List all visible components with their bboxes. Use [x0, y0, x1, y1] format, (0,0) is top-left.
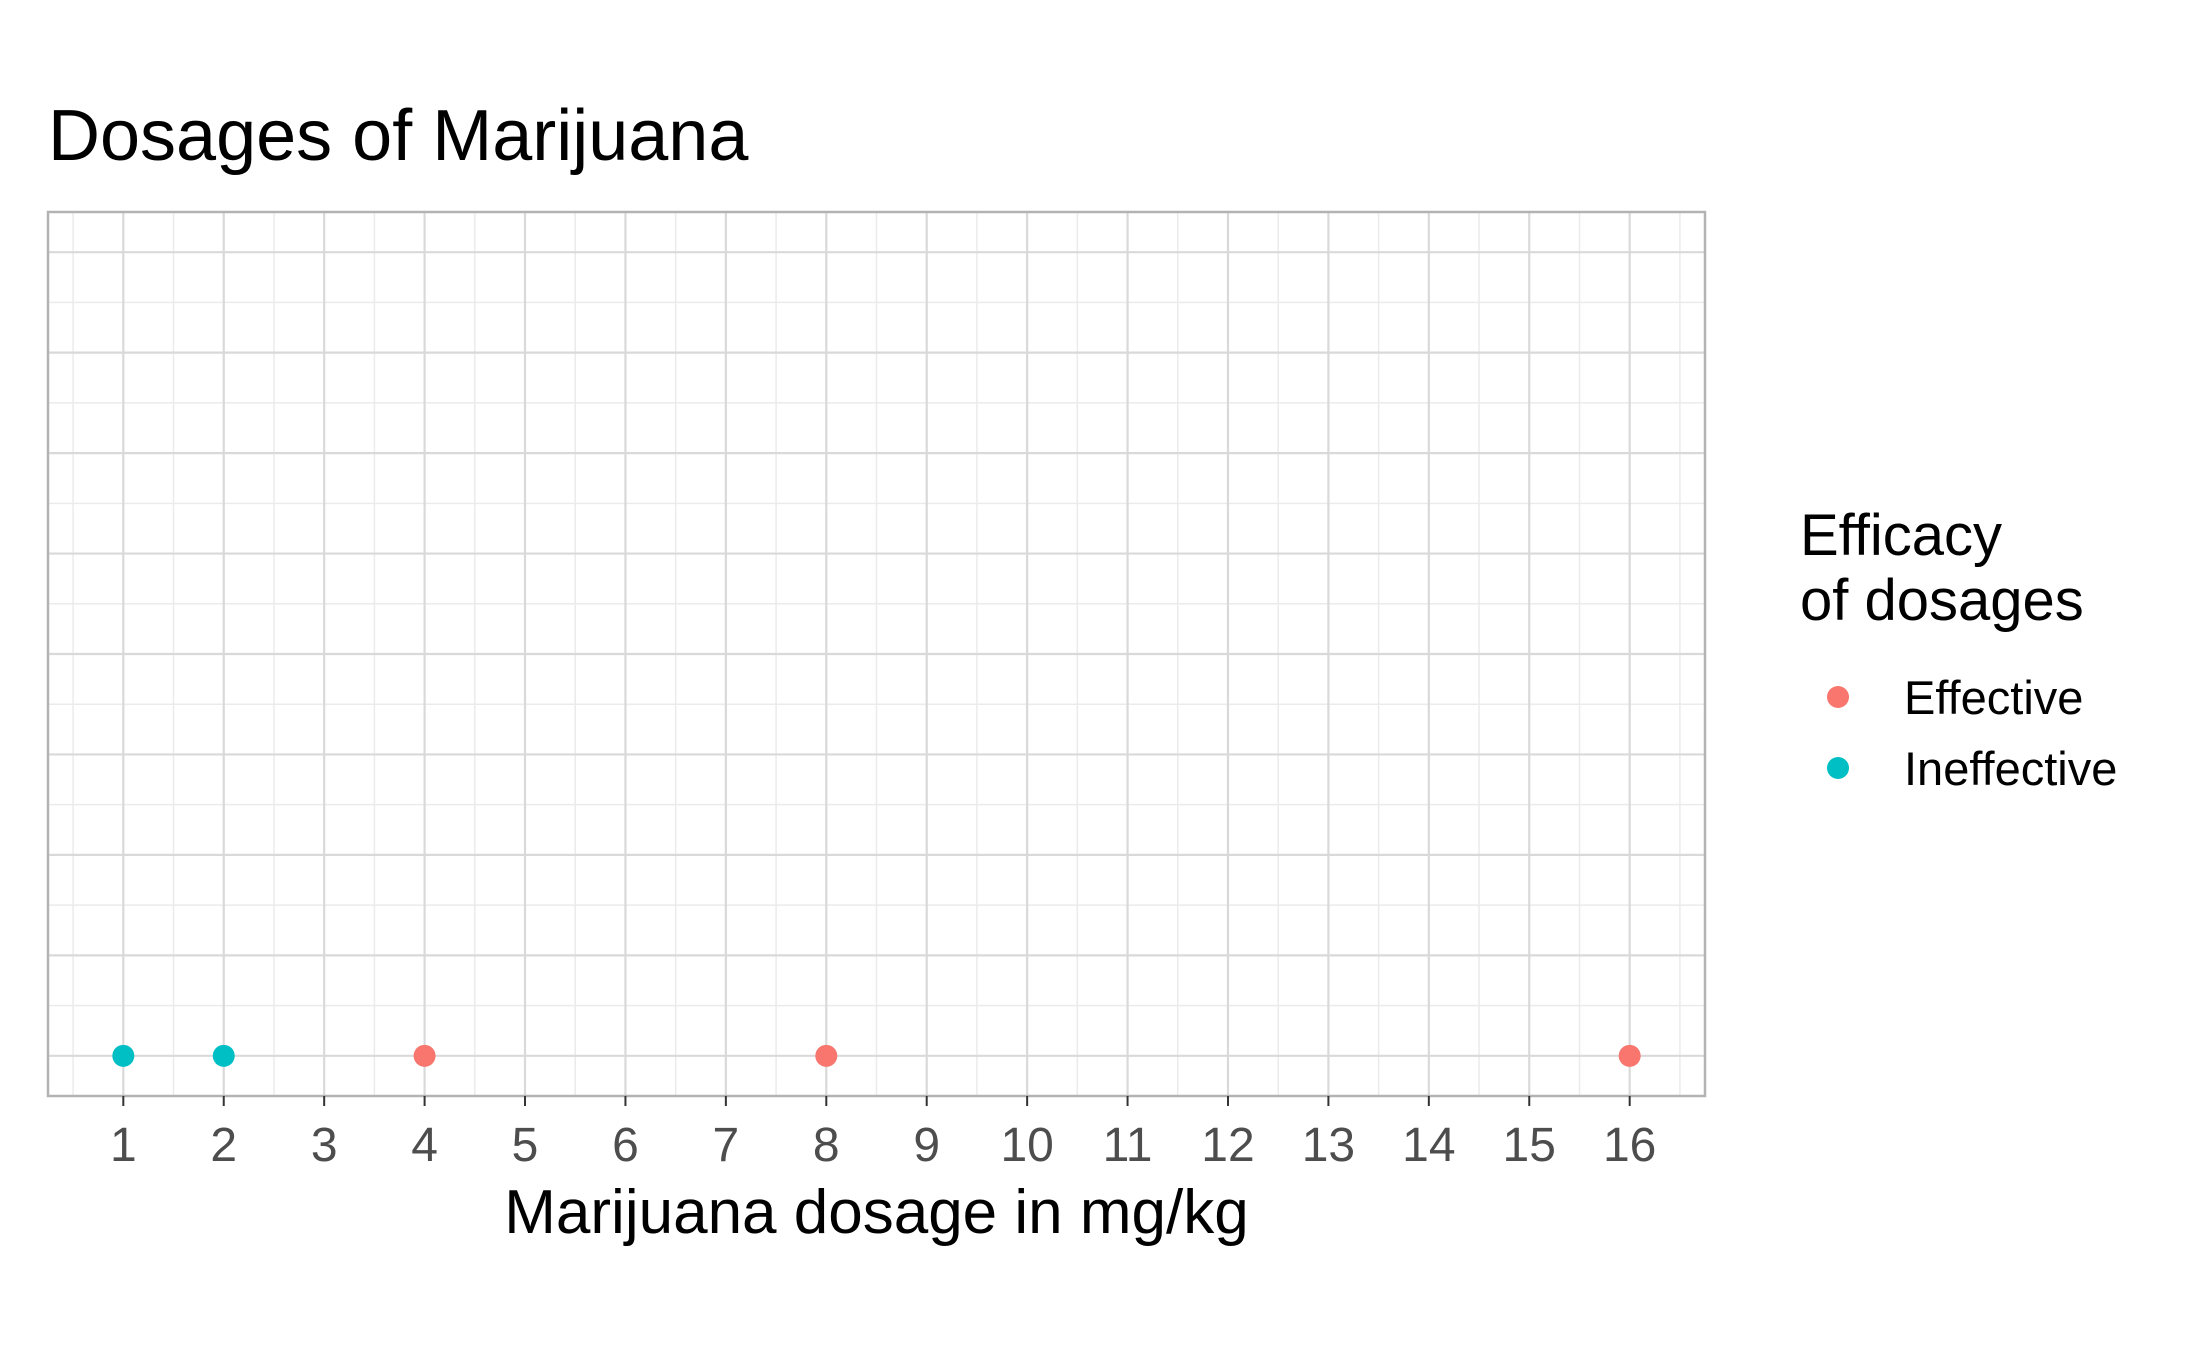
grid: [48, 212, 1705, 1096]
legend-entries: Effective Ineffective: [1827, 671, 2117, 795]
data-point-ineffective: [212, 1044, 235, 1067]
x-tick-label: 2: [210, 1119, 237, 1172]
x-axis: 1 2 3 4 5 6 7 8 9 10 11 12 13 14 15 16: [110, 1096, 1656, 1172]
plot-panel-border: [46, 210, 1707, 1098]
data-point-effective: [815, 1044, 838, 1067]
x-tick-label: 15: [1503, 1119, 1556, 1172]
x-tick-label: 7: [713, 1119, 740, 1172]
legend-title-line-2: of dosages: [1800, 568, 2084, 633]
legend-label-ineffective: Ineffective: [1904, 742, 2117, 795]
data-point-ineffective: [112, 1044, 135, 1067]
x-axis-title: Marijuana dosage in mg/kg: [504, 1178, 1248, 1247]
chart-title: Dosages of Marijuana: [48, 96, 749, 176]
legend-key-ineffective: [1827, 757, 1849, 779]
legend-title-line-1: Efficacy: [1800, 503, 2002, 568]
x-tick-label: 1: [110, 1119, 137, 1172]
legend-key-effective: [1827, 686, 1849, 708]
x-tick-label: 9: [913, 1119, 940, 1172]
x-tick-label: 8: [813, 1119, 840, 1172]
legend: Efficacy of dosages Effective Ineffective: [1800, 503, 2117, 795]
x-tick-label: 16: [1603, 1119, 1656, 1172]
x-tick-label: 12: [1201, 1119, 1254, 1172]
x-tick-label: 10: [1000, 1119, 1053, 1172]
x-tick-label: 13: [1302, 1119, 1355, 1172]
data-point-effective: [1618, 1044, 1641, 1067]
data-points: [112, 1044, 1641, 1067]
legend-label-effective: Effective: [1904, 671, 2083, 724]
x-tick-label: 4: [411, 1119, 438, 1172]
x-tick-label: 11: [1103, 1119, 1153, 1172]
data-point-effective: [413, 1044, 436, 1067]
x-tick-label: 6: [612, 1119, 639, 1172]
x-tick-label: 3: [311, 1119, 338, 1172]
x-tick-label: 5: [512, 1119, 539, 1172]
x-tick-label: 14: [1402, 1119, 1455, 1172]
